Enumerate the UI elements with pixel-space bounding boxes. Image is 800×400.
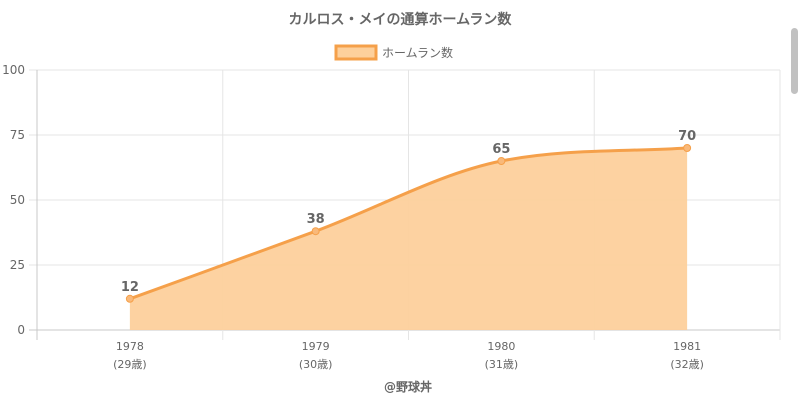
- y-tick-label: 25: [10, 258, 25, 272]
- data-label: 12: [121, 280, 139, 295]
- data-marks: 12 38 65 70: [121, 129, 696, 303]
- x-tick-label: 1981: [673, 340, 701, 353]
- x-axis-label: @野球丼: [384, 379, 432, 394]
- x-tick-sublabel: (29歳): [113, 358, 147, 371]
- data-point[interactable]: [497, 157, 506, 165]
- data-label: 65: [492, 142, 510, 157]
- data-label: 70: [678, 129, 696, 144]
- y-tick-label: 0: [17, 323, 25, 337]
- data-point[interactable]: [683, 144, 692, 152]
- series-homeruns: [129, 146, 688, 330]
- x-tick-sublabel: (30歳): [299, 358, 333, 371]
- x-tick-label: 1980: [487, 340, 515, 353]
- y-tick-label: 50: [10, 193, 25, 207]
- y-axis: 0 25 50 75 100: [2, 63, 25, 337]
- x-tick-label: 1979: [302, 340, 330, 353]
- x-axis: 1978 (29歳) 1979 (30歳) 1980 (31歳) 1981 (32歳): [113, 340, 704, 371]
- y-tick-label: 100: [2, 63, 25, 77]
- x-tick-sublabel: (32歳): [670, 358, 704, 371]
- scrollbar-thumb[interactable]: [791, 28, 798, 94]
- series-line: [129, 146, 688, 301]
- area-fill: [129, 148, 688, 330]
- legend-label: ホームラン数: [382, 45, 453, 60]
- y-tick-label: 75: [10, 128, 25, 142]
- data-label: 38: [307, 212, 325, 227]
- x-tick-sublabel: (31歳): [485, 358, 519, 371]
- legend[interactable]: ホームラン数: [334, 44, 453, 61]
- x-tick-label: 1978: [116, 340, 144, 353]
- chart-title: カルロス・メイの通算ホームラン数: [289, 11, 513, 28]
- data-point[interactable]: [311, 227, 320, 236]
- legend-swatch: [334, 44, 378, 61]
- data-point[interactable]: [125, 294, 134, 303]
